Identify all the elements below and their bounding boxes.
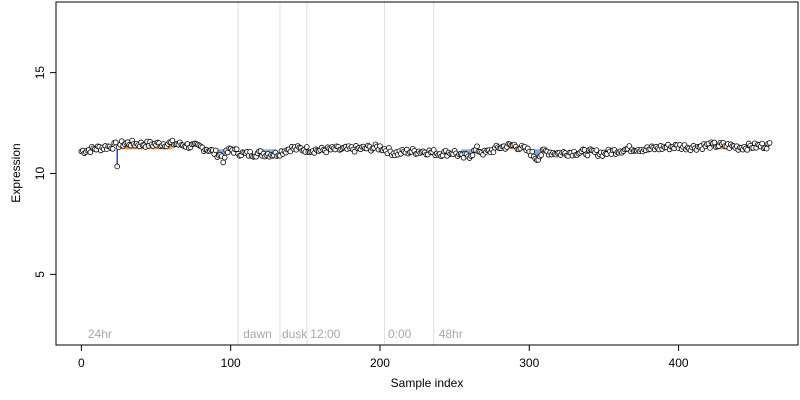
data-point-345 [593,147,600,153]
phase-label-dawn: dawn [243,327,272,341]
data-point-21 [109,146,116,152]
data-point-151 [304,144,310,150]
data-point-262 [469,152,476,159]
y-tick-label-15: 15 [33,66,47,80]
y-axis-title: Expression [9,143,23,202]
x-axis-title: Sample index [391,376,464,390]
y-tick-label-5: 5 [33,271,47,278]
data-point-104 [233,146,240,152]
y-axis: 5 10 15 [33,66,56,278]
data-point-96 [221,154,228,161]
data-point-23 [112,139,119,146]
data-point-95 [220,159,227,166]
data-point-236 [430,147,437,153]
x-tick-label-0: 0 [78,356,85,370]
data-point-6 [87,149,94,156]
data-point-446 [744,147,751,153]
data-points [78,137,773,170]
data-point-302 [529,148,536,155]
data-point-90 [212,147,219,154]
phase-label-48hr: 48hr [439,327,463,341]
y-tick-label-10: 10 [33,167,47,181]
x-tick-label-200: 200 [370,356,390,370]
data-point-164 [323,149,330,156]
x-tick-label-100: 100 [221,356,241,370]
data-point-339 [584,152,591,159]
data-point-459 [763,145,770,152]
phase-label-12:00: 12:00 [310,327,340,341]
phase-label-dusk: dusk [282,327,308,341]
data-point-337 [581,147,588,153]
x-tick-label-300: 300 [519,356,539,370]
data-point-265 [474,143,480,150]
data-point-421 [707,145,713,151]
phase-label-0:00: 0:00 [388,327,412,341]
phase-lines [237,2,435,345]
x-axis: 0 100 200 300 400 [78,345,689,370]
phase-label-24hr: 24hr [88,327,112,341]
data-point-367 [626,143,633,149]
data-point-308 [538,152,545,158]
data-point-461 [766,140,773,146]
data-point-24 [114,163,121,170]
data-point-456 [759,140,765,147]
phase-labels: 24hr dawn dusk 12:00 0:00 48hr [88,327,463,341]
x-tick-label-400: 400 [669,356,689,370]
